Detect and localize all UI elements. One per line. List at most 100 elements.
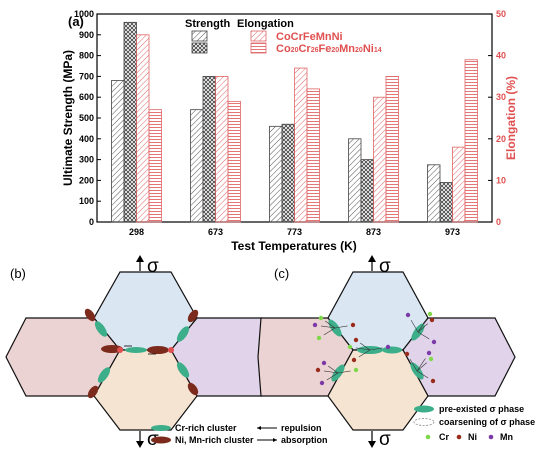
legend-cr-swatch	[151, 425, 171, 431]
diffusion-arrow	[323, 327, 336, 336]
legend-cr: Cr	[439, 432, 449, 442]
diffusing-atoms-c	[312, 311, 437, 386]
y-left-tick-label: 700	[79, 71, 94, 81]
strength-bar-alloy-2-298	[123, 21, 137, 223]
y-left-tick-label: 200	[79, 175, 94, 185]
diffusion-arrow	[416, 362, 427, 372]
atom-dot	[319, 380, 325, 386]
panel-label-b: (b)	[10, 266, 26, 281]
elongation-bar-alloy-1-973	[452, 146, 466, 223]
x-tick-label: 873	[366, 227, 381, 237]
elongation-bar-alloy-1-773	[294, 67, 308, 223]
legend-coarsening: coarsening of σ phase	[439, 417, 535, 427]
elongation-bar-alloy-1-298	[136, 34, 150, 223]
sigma-top-c: σ	[379, 256, 391, 277]
diagram-b: (b) σ σ	[5, 255, 328, 450]
diffusion-arrow	[326, 372, 339, 381]
atom-dot	[405, 312, 411, 318]
atom-dot	[385, 344, 391, 350]
diffusion-arrow	[328, 365, 339, 374]
legend-c: pre-existed σ phase coarsening of σ phas…	[413, 404, 535, 442]
y-right-tick-label: 0	[496, 217, 501, 227]
diffusion-arrow	[323, 370, 339, 374]
cr-cluster	[125, 347, 147, 353]
cr-cluster	[176, 326, 190, 342]
diffusion-arrow	[320, 325, 336, 329]
diffusion-arrow	[416, 358, 426, 372]
atom-dot	[350, 322, 356, 328]
atom-dot	[428, 356, 434, 362]
legend-swatch-strength-2	[191, 42, 208, 54]
x-tick-label: 673	[208, 227, 223, 237]
y-left-tick-label: 0	[89, 217, 94, 227]
atom-dot	[312, 322, 318, 328]
strength-bar-alloy-1-773	[269, 125, 283, 223]
y-right-tick-label: 30	[496, 92, 506, 102]
atom-dot	[427, 311, 433, 317]
atom-dot	[347, 344, 353, 350]
y-right-tick-label: 20	[496, 134, 506, 144]
atom-dot	[431, 339, 437, 345]
y-axis-right-label: Elongation (%)	[504, 76, 518, 160]
legend-coarsening-swatch	[413, 418, 435, 426]
atom-dot	[351, 357, 357, 363]
y-left-tick-label: 800	[79, 51, 94, 61]
elongation-bar-alloy-1-673	[215, 76, 229, 223]
strength-bar-alloy-1-973	[427, 164, 441, 223]
legend-ni: Ni	[468, 432, 477, 442]
nimn-cluster	[187, 309, 199, 323]
sigma-arrowhead-up	[136, 255, 144, 262]
cr-cluster	[176, 362, 190, 378]
y-left-tick-label: 1000	[74, 9, 94, 19]
legend-alloy-2: Co20Cr26Fe20Mn20Ni14	[276, 43, 382, 55]
elongation-bar-alloy-2-773	[306, 88, 320, 223]
diffusion-arrow	[325, 320, 336, 329]
diffusion-arrow	[417, 323, 428, 333]
x-tick-label: 298	[129, 227, 144, 237]
legend-swatch-elongation-2	[250, 42, 267, 54]
legend-repulsion: repulsion	[281, 423, 322, 433]
legend-elongation-header: Elongation	[237, 18, 294, 30]
y-right-tick-label: 40	[496, 51, 506, 61]
legend-ni-dot	[456, 434, 462, 440]
strength-bar-alloy-1-298	[111, 80, 125, 223]
sigma-phase	[382, 346, 402, 354]
panel-label-a: (a)	[68, 14, 84, 29]
y-left-tick-label: 100	[79, 196, 94, 206]
atom-dot	[321, 360, 327, 366]
y-left-tick-label: 900	[79, 30, 94, 40]
atom-dot	[429, 317, 435, 323]
y-left-tick-label: 600	[79, 92, 94, 102]
legend-nimn-cluster: Ni, Mn-rich cluster	[175, 435, 254, 445]
atom-dot	[353, 337, 359, 343]
strength-bar-alloy-2-673	[202, 76, 216, 223]
diffusion-arrow	[358, 349, 371, 358]
strength-bar-alloy-1-673	[190, 109, 204, 223]
legend-strength-header: Strength	[185, 18, 231, 30]
atom-dot	[316, 335, 322, 341]
elongation-bar-alloy-2-973	[464, 59, 478, 223]
diffusion-arrow	[417, 331, 430, 340]
legend-absorption-head	[273, 438, 277, 442]
x-tick-label: 973	[445, 227, 460, 237]
legend-absorption: absorption	[281, 435, 328, 445]
diffusion-arrow	[417, 319, 427, 333]
legend-mn-dot	[488, 434, 494, 440]
diffusion-arrow	[360, 342, 371, 351]
legend-swatch-elongation-1	[250, 30, 267, 42]
diffusion-arrow	[409, 358, 418, 372]
diffusion-arrow	[334, 325, 348, 329]
strength-bar-alloy-2-773	[281, 123, 295, 223]
sigma-arrowhead-down	[368, 441, 376, 448]
legend-preexisted: pre-existed σ phase	[439, 404, 524, 414]
diffusion-arrow	[410, 319, 419, 333]
nimn-cluster	[187, 382, 199, 396]
diffusion-arrow	[416, 370, 429, 379]
strength-elongation-chart: (a) 0 100 200 300 400 500 600 700 800 900 1000 0 10…	[61, 9, 518, 253]
diffusion-arrow	[369, 347, 383, 351]
chart-legend: Strength Elongation CoCrFeMnNi Co20Cr26F…	[185, 18, 382, 55]
elongation-bar-alloy-2-873	[385, 76, 399, 223]
y-left-tick-label: 400	[79, 134, 94, 144]
legend-repulsion-head	[257, 426, 261, 430]
